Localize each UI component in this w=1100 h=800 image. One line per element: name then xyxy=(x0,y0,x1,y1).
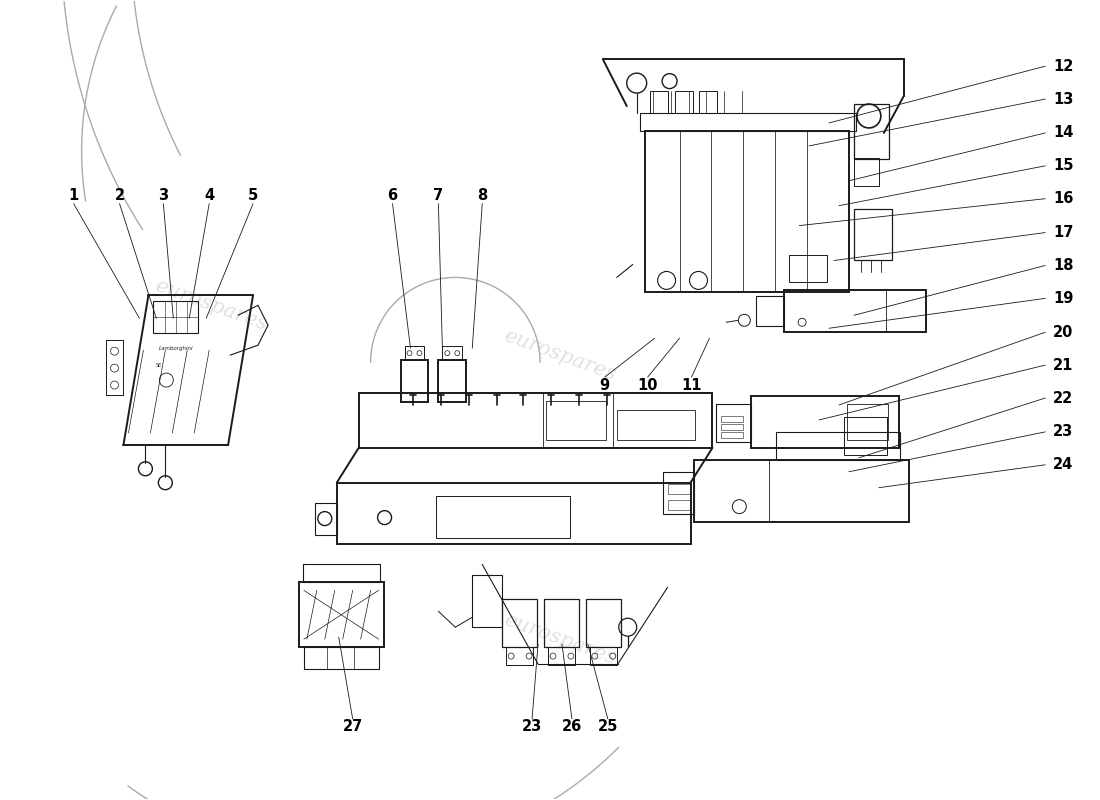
Text: eurospares: eurospares xyxy=(502,326,619,384)
Bar xyxy=(751,396,899,448)
Text: 12: 12 xyxy=(1053,58,1074,74)
Bar xyxy=(547,401,606,440)
Bar xyxy=(506,647,534,665)
Bar xyxy=(700,91,717,113)
Bar xyxy=(106,340,123,395)
Text: 24: 24 xyxy=(1053,458,1074,472)
Text: 23: 23 xyxy=(521,719,542,734)
Bar xyxy=(854,158,879,186)
Text: 27: 27 xyxy=(342,719,363,734)
Text: eurospares: eurospares xyxy=(502,610,619,668)
Bar xyxy=(668,484,690,494)
Text: 9: 9 xyxy=(600,378,609,393)
Text: 21: 21 xyxy=(1053,358,1074,373)
Bar xyxy=(784,290,926,332)
Text: 14: 14 xyxy=(1053,126,1074,141)
Bar xyxy=(590,647,617,665)
Bar xyxy=(674,91,693,113)
Bar xyxy=(847,404,889,440)
Bar xyxy=(439,360,466,402)
Bar xyxy=(359,393,713,448)
Text: 7: 7 xyxy=(433,188,443,203)
Bar xyxy=(586,599,620,647)
Text: 11: 11 xyxy=(681,378,702,393)
Bar xyxy=(776,432,900,460)
Bar xyxy=(722,416,744,422)
Bar xyxy=(640,113,856,131)
Bar xyxy=(400,360,428,402)
Bar xyxy=(503,599,537,647)
Text: 26: 26 xyxy=(562,719,582,734)
Text: 25: 25 xyxy=(597,719,618,734)
Bar xyxy=(854,209,892,261)
Text: 20: 20 xyxy=(1053,325,1074,340)
Text: 8: 8 xyxy=(477,188,487,203)
Text: eurospares: eurospares xyxy=(153,276,270,334)
Bar xyxy=(757,296,784,326)
Bar xyxy=(789,254,827,282)
Bar xyxy=(544,599,579,647)
Text: 18: 18 xyxy=(1053,258,1074,273)
Bar xyxy=(304,647,378,669)
Text: 22: 22 xyxy=(1053,390,1074,406)
Bar xyxy=(315,502,337,534)
Text: Lamborghini: Lamborghini xyxy=(160,346,194,351)
Bar xyxy=(472,575,503,627)
Text: 15: 15 xyxy=(1053,158,1074,174)
Bar xyxy=(650,91,668,113)
Bar xyxy=(153,302,198,334)
Text: 5: 5 xyxy=(248,188,258,203)
Text: 23: 23 xyxy=(1053,424,1074,439)
Bar xyxy=(302,565,379,582)
Bar xyxy=(662,472,694,514)
Text: 17: 17 xyxy=(1053,225,1074,240)
Text: SE: SE xyxy=(155,363,162,368)
Text: 4: 4 xyxy=(205,188,214,203)
Bar xyxy=(617,410,695,440)
Bar xyxy=(716,404,751,442)
Text: 1: 1 xyxy=(68,188,79,203)
Bar xyxy=(694,460,909,522)
Bar xyxy=(668,500,690,510)
Bar xyxy=(436,496,570,538)
Bar xyxy=(845,417,888,455)
Text: 13: 13 xyxy=(1053,91,1074,106)
Bar xyxy=(442,346,462,360)
Text: 16: 16 xyxy=(1053,191,1074,206)
Bar xyxy=(854,104,889,159)
Bar xyxy=(722,424,744,430)
Text: 6: 6 xyxy=(387,188,397,203)
Bar xyxy=(645,131,849,292)
Text: 19: 19 xyxy=(1053,291,1074,306)
Text: 3: 3 xyxy=(158,188,168,203)
Text: 10: 10 xyxy=(637,378,658,393)
Text: 2: 2 xyxy=(114,188,124,203)
Bar xyxy=(405,346,425,360)
Bar xyxy=(722,432,744,438)
Bar xyxy=(548,647,575,665)
Bar xyxy=(299,582,384,647)
